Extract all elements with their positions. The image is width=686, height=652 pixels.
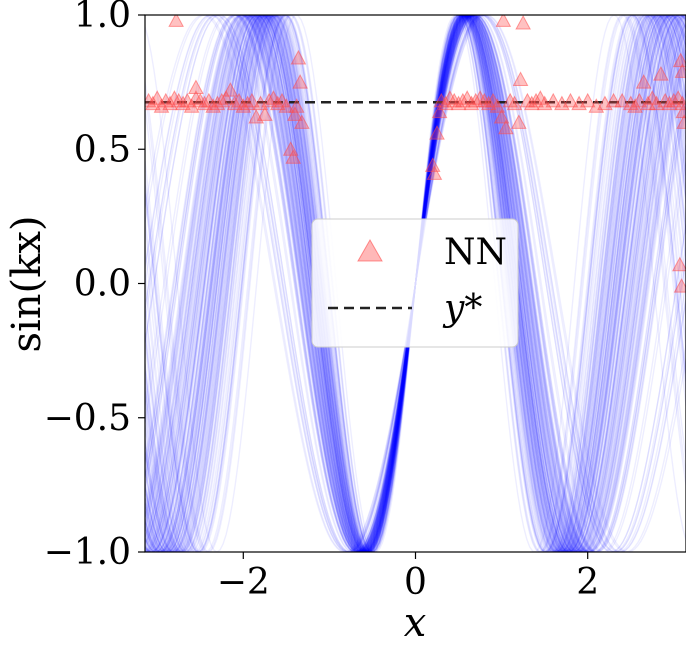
nn-point xyxy=(671,256,686,272)
nn-point xyxy=(235,98,252,113)
nn-point xyxy=(175,95,191,111)
nn-point xyxy=(287,106,303,121)
nn-point xyxy=(502,92,519,108)
nn-point xyxy=(455,92,471,108)
nn-point xyxy=(205,98,221,113)
nn-point xyxy=(661,95,678,111)
y-tick-label: −0.5 xyxy=(44,398,131,439)
nn-point xyxy=(292,74,308,89)
nn-point xyxy=(480,95,497,111)
y-axis-label: sin(kx) xyxy=(4,215,50,352)
x-axis-label: x xyxy=(404,600,427,646)
y-tick-label: −1.0 xyxy=(44,532,131,573)
nn-point xyxy=(431,103,448,119)
nn-point xyxy=(614,92,630,108)
nn-point xyxy=(495,15,512,27)
nn-point xyxy=(523,95,540,111)
nn-point xyxy=(239,95,256,111)
nn-point xyxy=(218,90,234,105)
y-tick-label: 0.0 xyxy=(74,264,131,305)
x-tick-label: −2 xyxy=(217,562,270,603)
nn-point xyxy=(498,119,514,135)
nn-point xyxy=(145,95,161,111)
nn-point xyxy=(288,98,305,113)
nn-point xyxy=(675,103,686,119)
x-tick-label: 2 xyxy=(576,562,599,603)
nn-point xyxy=(515,15,531,30)
nn-point xyxy=(290,49,307,65)
nn-point xyxy=(183,98,200,113)
nn-point xyxy=(673,278,686,293)
legend-ystar-label: y* xyxy=(442,288,482,329)
nn-point xyxy=(528,92,544,108)
nn-point xyxy=(635,74,652,89)
nn-point xyxy=(653,66,669,81)
x-axis-ticks: −2 0 2 xyxy=(217,552,599,603)
nn-point xyxy=(209,95,226,111)
nn-point xyxy=(294,114,310,129)
nn-point xyxy=(244,92,260,108)
nn-point xyxy=(269,95,286,111)
nn-points-group xyxy=(145,15,686,293)
nn-point xyxy=(424,157,441,172)
nn-point xyxy=(512,71,529,86)
nn-point xyxy=(472,90,488,105)
nn-point xyxy=(631,92,648,108)
nn-point xyxy=(285,149,302,164)
nn-point xyxy=(278,98,295,113)
nn-point xyxy=(579,92,596,108)
y-axis-ticks: −1.0 −0.5 0.0 0.5 1.0 xyxy=(44,0,145,573)
nn-point xyxy=(426,165,443,180)
nn-point xyxy=(493,108,510,124)
legend-nn-label: NN xyxy=(444,232,507,273)
nn-point xyxy=(676,114,686,129)
nn-point xyxy=(627,98,643,113)
nn-point xyxy=(222,82,239,97)
nn-point xyxy=(489,98,506,113)
nn-point xyxy=(168,15,184,27)
nn-point xyxy=(463,95,480,111)
nn-point xyxy=(213,92,230,108)
nn-point xyxy=(442,90,458,105)
nn-point xyxy=(429,125,445,140)
legend: NN y* xyxy=(311,218,519,348)
nn-point xyxy=(188,79,204,94)
nn-point xyxy=(261,92,277,108)
nn-point xyxy=(506,95,523,111)
nn-point xyxy=(166,90,183,105)
nn-point xyxy=(196,95,213,111)
y-tick-label: 0.5 xyxy=(74,129,131,170)
x-tick-label: 0 xyxy=(404,562,427,603)
nn-point xyxy=(665,92,682,108)
nn-point xyxy=(450,95,467,111)
nn-point xyxy=(256,106,273,121)
y-tick-label: 1.0 xyxy=(74,0,131,36)
nn-point xyxy=(562,92,579,108)
nn-point xyxy=(188,90,204,105)
legend-nn-marker xyxy=(357,238,383,262)
nn-point xyxy=(226,95,243,111)
nn-point xyxy=(545,92,562,108)
nn-point xyxy=(510,114,527,129)
